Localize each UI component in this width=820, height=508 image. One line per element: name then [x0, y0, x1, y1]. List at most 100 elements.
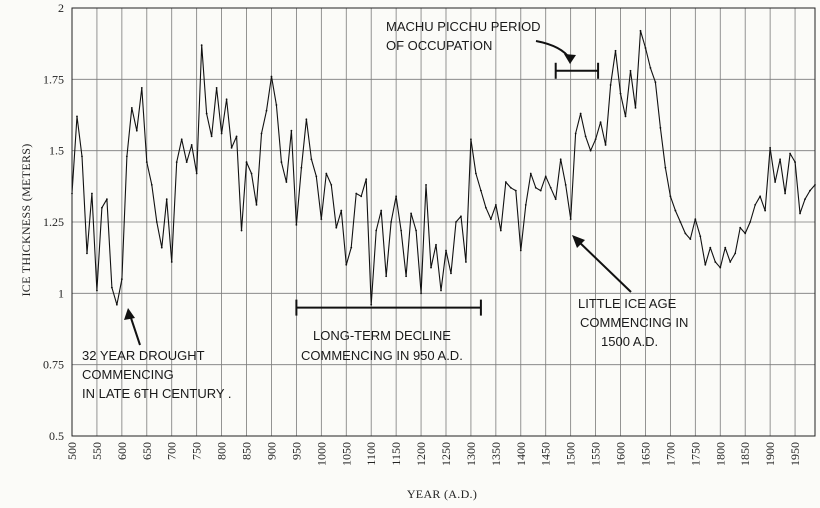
data-point — [205, 112, 208, 115]
data-point — [315, 175, 318, 178]
data-point — [115, 303, 118, 306]
data-point — [519, 249, 522, 252]
lia-arrow — [576, 239, 632, 293]
x-tick-label: 1400 — [514, 442, 528, 466]
data-point — [455, 221, 457, 223]
x-tick-label: 550 — [90, 442, 104, 460]
data-point — [405, 275, 408, 278]
x-tick-label: 850 — [240, 442, 254, 460]
data-point — [255, 203, 258, 206]
data-point — [539, 189, 542, 192]
data-point — [559, 158, 562, 161]
y-tick-label: 1.75 — [43, 72, 64, 86]
x-tick-label: 1750 — [688, 442, 702, 466]
annotation-long-term-decline: LONG-TERM DECLINE COMMENCING IN 950 A.D. — [301, 328, 463, 363]
data-point — [360, 195, 363, 198]
data-point — [380, 209, 383, 212]
data-point — [759, 195, 762, 198]
data-point — [76, 115, 78, 118]
data-point — [365, 178, 368, 181]
data-point — [350, 246, 353, 249]
data-point — [649, 67, 652, 69]
period-brackets — [295, 62, 600, 316]
data-point — [445, 249, 447, 252]
y-tick-label: 0.5 — [49, 429, 64, 443]
data-point — [689, 238, 692, 241]
lia-arrowhead — [572, 235, 585, 248]
data-point — [609, 84, 612, 86]
data-point — [629, 69, 632, 72]
data-point — [390, 221, 393, 223]
data-point — [260, 132, 263, 135]
annotation-lia-line-1: LITTLE ICE AGE — [578, 296, 677, 311]
x-tick-label: 600 — [115, 442, 129, 460]
data-point — [81, 155, 83, 158]
machu-arrow — [535, 40, 571, 60]
data-point — [130, 106, 133, 109]
drought-arrowhead — [124, 308, 135, 320]
data-point — [504, 181, 507, 183]
data-point — [290, 129, 293, 132]
data-point — [479, 189, 482, 192]
data-point — [120, 278, 123, 280]
data-point — [165, 198, 168, 201]
data-point — [789, 152, 791, 155]
y-tick-labels: 0.5 0.75 1 1.25 1.5 1.75 2 — [43, 1, 64, 443]
data-point — [579, 112, 582, 115]
plot-frame — [71, 7, 816, 437]
data-point — [719, 266, 722, 269]
data-point — [415, 229, 417, 232]
x-tick-label: 1700 — [663, 442, 677, 466]
data-point — [470, 138, 472, 141]
data-point — [564, 184, 567, 186]
data-point — [225, 98, 228, 101]
data-point — [430, 266, 432, 269]
annotation-drought: 32 YEAR DROUGHT COMMENCING IN LATE 6TH C… — [82, 308, 232, 401]
y-tick-label: 2 — [58, 1, 64, 15]
data-point — [435, 243, 437, 246]
x-tick-label: 1250 — [439, 442, 453, 466]
data-point — [305, 118, 308, 121]
x-tick-label: 750 — [190, 442, 204, 460]
data-point — [774, 181, 777, 183]
annotation-machu-picchu: MACHU PICCHU PERIOD OF OCCUPATION — [386, 19, 576, 64]
data-point — [106, 198, 108, 201]
data-point — [804, 198, 806, 201]
data-point — [549, 186, 552, 189]
data-point — [101, 206, 103, 209]
data-point — [669, 195, 672, 198]
data-point — [679, 221, 682, 223]
data-point — [245, 161, 248, 163]
data-point — [170, 261, 173, 263]
drought-arrow — [129, 314, 141, 346]
data-point — [410, 212, 412, 215]
data-point — [604, 144, 607, 146]
data-point — [779, 158, 781, 161]
data-point — [96, 289, 98, 292]
data-point — [275, 104, 278, 106]
x-tick-label: 1600 — [614, 442, 628, 466]
data-point — [674, 209, 677, 212]
data-point — [614, 49, 617, 52]
data-point — [440, 289, 442, 292]
data-point — [465, 261, 467, 263]
data-point — [534, 186, 537, 189]
data-point — [764, 209, 767, 212]
data-point — [195, 172, 198, 175]
annotation-machu-line-2: OF OCCUPATION — [386, 38, 492, 53]
data-point — [729, 261, 732, 263]
y-axis-title: ICE THICKNESS (METERS) — [19, 143, 33, 296]
x-tick-label: 1000 — [314, 442, 328, 466]
data-point — [220, 132, 223, 135]
y-tick-label: 1.25 — [43, 215, 64, 229]
x-tick-label: 1500 — [564, 442, 578, 466]
data-point — [320, 218, 323, 221]
series-line — [71, 30, 816, 306]
data-point — [375, 229, 378, 232]
data-point — [150, 184, 153, 186]
data-point — [155, 221, 158, 223]
gridlines — [71, 7, 815, 437]
data-point — [180, 138, 183, 141]
x-tick-label: 950 — [289, 442, 303, 460]
x-tick-label: 1950 — [788, 442, 802, 466]
